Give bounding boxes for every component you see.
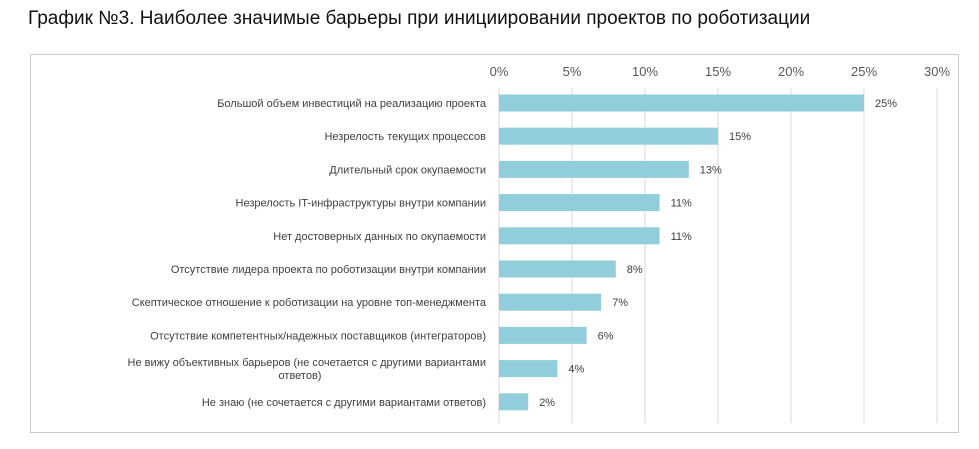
bar bbox=[499, 393, 529, 411]
data-label: 11% bbox=[671, 231, 692, 243]
bar bbox=[499, 94, 864, 112]
bar bbox=[499, 160, 689, 178]
bar bbox=[499, 127, 718, 145]
category-label: Незрелость IT-инфраструктуры внутри комп… bbox=[236, 198, 486, 210]
category-label: Скептическое отношение к роботизации на … bbox=[132, 297, 487, 309]
chart-title: График №3. Наиболее значимые барьеры при… bbox=[28, 8, 811, 29]
data-label: 25% bbox=[875, 98, 897, 110]
x-tick-label: 25% bbox=[851, 64, 877, 79]
category-label: Нет достоверных данных по окупаемости bbox=[273, 231, 486, 243]
category-label: Отсутствие лидера проекта по роботизации… bbox=[171, 264, 486, 276]
chart-frame bbox=[30, 54, 959, 433]
bar bbox=[499, 293, 602, 311]
x-tick-label: 0% bbox=[490, 64, 509, 79]
category-label: Незрелость текущих процессов bbox=[324, 131, 486, 143]
x-tick-label: 30% bbox=[924, 64, 950, 79]
x-tick-label: 20% bbox=[778, 64, 804, 79]
bar bbox=[499, 194, 660, 212]
data-label: 13% bbox=[700, 164, 722, 176]
data-label: 2% bbox=[539, 397, 555, 409]
data-label: 7% bbox=[612, 297, 628, 309]
data-label: 8% bbox=[627, 264, 643, 276]
bar bbox=[499, 227, 660, 245]
x-tick-label: 10% bbox=[632, 64, 658, 79]
category-label: Отсутствие компетентных/надежных поставщ… bbox=[150, 330, 486, 342]
x-tick-label: 5% bbox=[563, 64, 582, 79]
bar bbox=[499, 260, 616, 278]
x-tick-label: 15% bbox=[705, 64, 731, 79]
data-label: 15% bbox=[729, 131, 751, 143]
data-label: 4% bbox=[568, 364, 584, 376]
category-label: Длительный срок окупаемости bbox=[329, 164, 486, 176]
data-label: 11% bbox=[671, 198, 692, 210]
data-label: 6% bbox=[598, 330, 614, 342]
category-label: ответов) bbox=[279, 370, 322, 382]
bar bbox=[499, 360, 558, 378]
category-label: Большой объем инвестиций на реализацию п… bbox=[217, 98, 487, 110]
category-label: Не знаю (не сочетается с другими вариант… bbox=[202, 397, 486, 409]
bar bbox=[499, 326, 587, 344]
category-label: Не вижу объективных барьеров (не сочетае… bbox=[128, 357, 486, 369]
